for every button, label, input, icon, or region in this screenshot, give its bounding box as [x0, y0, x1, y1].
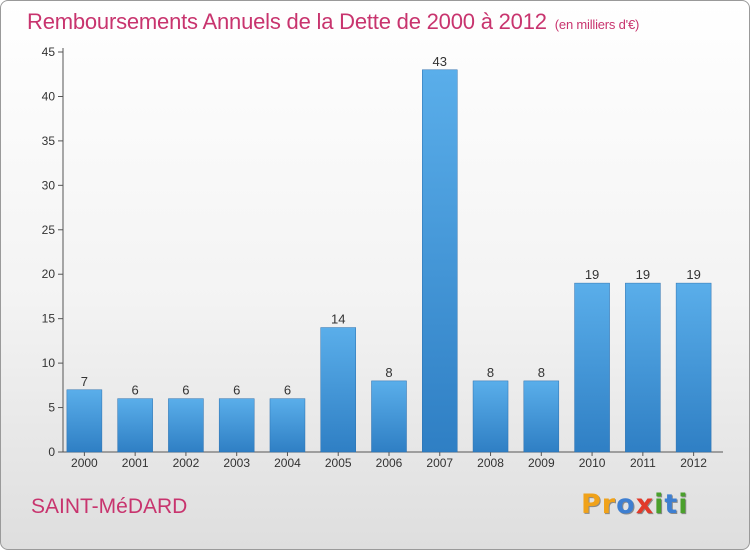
bar-2001: [117, 398, 153, 453]
logo-letter: x: [635, 489, 655, 520]
y-tick-label: 10: [42, 356, 56, 370]
y-tick-label: 5: [48, 401, 55, 415]
bar-2002: [168, 398, 204, 453]
data-label-2008: 8: [487, 365, 494, 380]
y-tick-label: 45: [42, 45, 56, 59]
logo-letter: P: [581, 489, 602, 520]
bar-2000: [66, 389, 103, 453]
x-tick-label-2009: 2009: [528, 456, 555, 470]
y-tick-label: 35: [42, 134, 56, 148]
logo-letter: i: [678, 489, 689, 520]
logo-letter: t: [664, 489, 679, 520]
logo-letter: i: [654, 489, 665, 520]
bar-2004: [269, 398, 306, 453]
y-tick-label: 15: [42, 312, 56, 326]
bar-2009: [523, 380, 560, 453]
data-label-2002: 6: [182, 383, 189, 398]
x-tick-label-2003: 2003: [223, 456, 250, 470]
x-tick-label-2008: 2008: [477, 456, 504, 470]
town-name: SAINT-MéDARD: [31, 495, 188, 518]
x-tick-label-2000: 2000: [71, 456, 98, 470]
chart-title: Remboursements Annuels de la Dette de 20…: [27, 9, 639, 35]
data-label-2000: 7: [81, 374, 88, 389]
bar-2003: [218, 398, 255, 453]
data-label-2012: 19: [686, 267, 700, 282]
data-label-2010: 19: [585, 267, 599, 282]
data-label-2006: 8: [385, 365, 392, 380]
logo-letter: o: [616, 489, 636, 520]
x-tick-label-2010: 2010: [579, 456, 606, 470]
bar-2008: [472, 380, 509, 453]
y-tick-label: 20: [42, 267, 56, 281]
bar-2011: [625, 282, 661, 453]
data-label-2004: 6: [284, 383, 291, 398]
y-tick-label: 40: [42, 89, 56, 103]
data-label-2001: 6: [132, 383, 139, 398]
logo-letter: r: [601, 489, 617, 520]
bar-2012: [675, 282, 712, 453]
x-tick-label-2011: 2011: [630, 456, 656, 470]
data-label-2009: 8: [538, 365, 545, 380]
bar-2006: [371, 380, 407, 453]
y-tick-label: 0: [48, 445, 55, 459]
data-label-2007: 43: [433, 54, 447, 69]
x-tick-label-2005: 2005: [325, 456, 352, 470]
y-tick-label: 30: [42, 178, 56, 192]
bar-2007: [422, 69, 458, 453]
bar-2005: [320, 327, 356, 453]
chart-title-text: Remboursements Annuels de la Dette de 20…: [27, 9, 547, 34]
x-tick-label-2012: 2012: [680, 456, 707, 470]
bar-2010: [574, 282, 610, 453]
data-label-2005: 14: [331, 312, 345, 327]
y-tick-label: 25: [42, 223, 56, 237]
proxiti-logo: Proxiti: [581, 489, 689, 520]
data-label-2011: 19: [636, 267, 650, 282]
x-tick-label-2001: 2001: [122, 456, 149, 470]
chart-subtitle: (en milliers d'€): [554, 17, 640, 32]
x-tick-label-2002: 2002: [173, 456, 200, 470]
x-tick-label-2004: 2004: [274, 456, 301, 470]
data-label-2003: 6: [233, 383, 240, 398]
x-tick-label-2007: 2007: [426, 456, 453, 470]
x-tick-label-2006: 2006: [376, 456, 403, 470]
